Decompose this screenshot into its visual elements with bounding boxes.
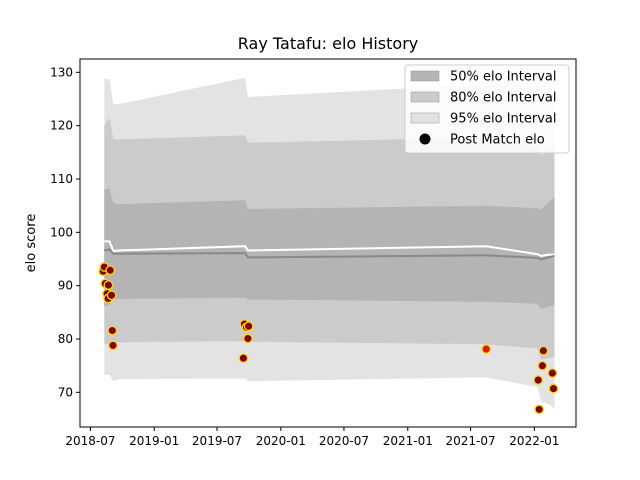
- legend-label: 50% elo Interval: [450, 70, 557, 85]
- data-point: [547, 368, 558, 378]
- data-point: [481, 344, 492, 354]
- plot-frame: [79, 58, 577, 428]
- data-point: [534, 404, 545, 415]
- legend-label: 80% elo Interval: [450, 91, 557, 106]
- x-tick-label: 2019-01: [129, 434, 179, 448]
- data-point: [105, 265, 116, 276]
- x-tick-label: 2022-01: [509, 434, 559, 448]
- data-point: [103, 280, 114, 290]
- legend-swatch-2: [410, 91, 440, 103]
- data-point: [107, 325, 118, 336]
- y-tick-label: 70: [58, 385, 73, 399]
- y-tick-label: 90: [58, 279, 73, 293]
- axes: 2018-07 2019-01 2019-07 2020-01 2020-07 2021-…: [50, 58, 577, 448]
- plot-area: [98, 77, 559, 415]
- data-point: [106, 290, 117, 301]
- data-point: [238, 353, 249, 364]
- data-point: [538, 345, 549, 356]
- legend-box: [404, 64, 570, 154]
- legend-swatch-1: [410, 70, 440, 82]
- y-tick-label: 80: [58, 332, 73, 346]
- x-tick-label: 2020-01: [256, 434, 306, 448]
- data-point: [243, 333, 253, 344]
- y-tick-label: 120: [50, 119, 73, 133]
- elo-line-1: [104, 240, 555, 257]
- data-point: [243, 321, 254, 332]
- legend-swatch-3: [410, 112, 440, 124]
- x-tick-label: 2021-01: [383, 434, 433, 448]
- data-point: [548, 383, 559, 394]
- y-axis-label: elo score: [24, 214, 39, 273]
- data-point: [533, 375, 544, 385]
- elo-line-2: [104, 248, 555, 261]
- y-tick-label: 110: [50, 172, 73, 186]
- y-tick-label: 100: [50, 225, 73, 239]
- legend: 50% elo Interval 80% elo Interval 95% elo …: [404, 64, 570, 154]
- legend-marker: [419, 133, 431, 145]
- x-tick-label: 2021-07: [445, 434, 495, 448]
- x-tick-label: 2018-07: [65, 434, 115, 448]
- legend-label: 95% elo Interval: [450, 112, 557, 127]
- chart-title: Ray Tatafu: elo History: [238, 34, 418, 53]
- x-tick-label: 2019-07: [192, 434, 242, 448]
- x-tick-label: 2020-07: [319, 434, 369, 448]
- legend-label: Post Match elo: [450, 133, 545, 148]
- data-point: [108, 340, 118, 351]
- data-point: [537, 360, 548, 371]
- y-tick-label: 130: [50, 65, 73, 79]
